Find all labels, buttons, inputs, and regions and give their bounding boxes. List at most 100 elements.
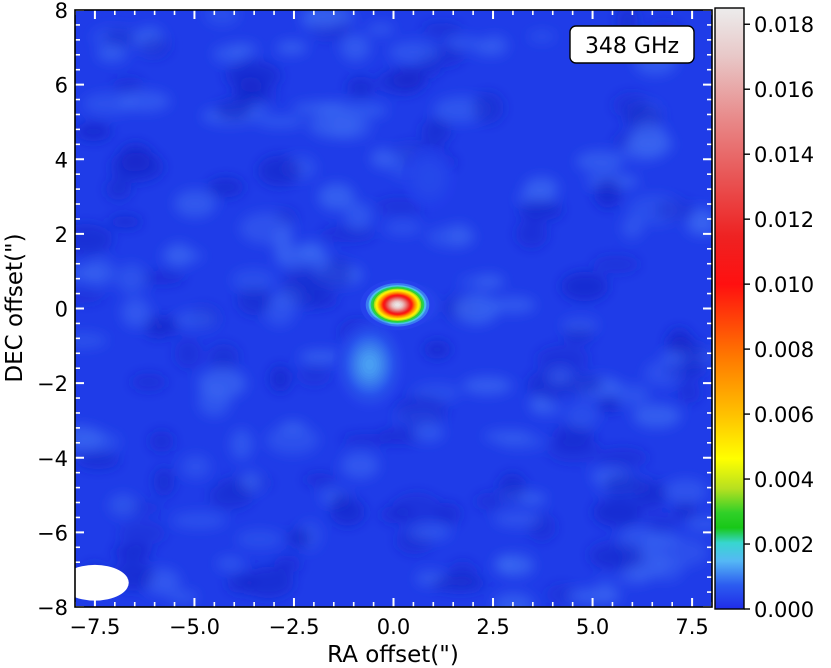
noise-blob <box>330 498 366 526</box>
noise-blob <box>615 384 651 407</box>
source-level <box>332 316 408 413</box>
noise-blob <box>236 529 283 549</box>
noise-blob <box>388 41 440 63</box>
intensity-map <box>75 10 712 607</box>
noise-blob <box>340 433 392 446</box>
noise-blob <box>318 183 355 211</box>
noise-blob <box>300 10 348 27</box>
noise-blob <box>174 338 203 370</box>
noise-blob <box>482 35 508 56</box>
noise-blob <box>171 512 227 529</box>
noise-blob <box>664 478 708 504</box>
noise-blob <box>654 199 697 221</box>
source-level <box>334 319 406 410</box>
y-tick-label: 4 <box>55 148 68 172</box>
noise-blob <box>684 214 712 237</box>
source-level <box>410 155 448 201</box>
noise-blob <box>75 224 113 255</box>
noise-blob <box>181 454 211 479</box>
noise-blob <box>96 45 128 63</box>
noise-blob <box>168 590 199 604</box>
noise-blob <box>76 451 121 470</box>
noise-blob <box>560 271 609 302</box>
noise-blob <box>346 76 375 98</box>
noise-blob <box>113 544 153 560</box>
noise-blob <box>565 402 598 430</box>
source-level <box>358 350 381 379</box>
noise-blob <box>592 497 643 527</box>
source-level <box>420 166 439 190</box>
colorbar: 0.000 0.002 0.004 0.006 0.008 0.010 0.012 0.014… <box>714 7 814 622</box>
source-level <box>424 171 435 185</box>
noise-blob <box>396 394 448 426</box>
noise-blob <box>103 27 136 48</box>
source-level <box>400 143 458 213</box>
y-tick-labels: −8 −6 −4 −2 0 2 4 6 8 <box>37 0 68 620</box>
noise-blob <box>375 197 425 215</box>
y-tick-label: −8 <box>37 596 68 620</box>
noise-blob <box>391 492 442 524</box>
source-level <box>395 303 400 307</box>
noise-blob <box>547 367 573 386</box>
noise-blob <box>363 353 385 369</box>
x-tick-labels: −7.5 −5.0 −2.5 0.0 2.5 5.0 7.5 <box>69 615 708 639</box>
source-level <box>355 345 385 384</box>
noise-blob <box>297 365 331 387</box>
noise-blob <box>384 220 422 236</box>
noise-blob <box>153 467 175 497</box>
noise-blob <box>483 429 533 444</box>
noise-blob <box>612 92 650 118</box>
noise-blob <box>339 318 376 347</box>
colorbar-tick-label: 0.016 <box>754 78 814 102</box>
noise-blob <box>139 271 186 285</box>
noise-blob <box>408 524 452 540</box>
noise-blob <box>265 425 320 455</box>
colorbar-tick-label: 0.004 <box>754 468 814 492</box>
noise-blob <box>673 500 698 520</box>
noise-blob <box>212 44 246 64</box>
source-level <box>365 359 374 370</box>
y-tick-label: −2 <box>37 372 68 396</box>
frequency-label-text: 348 GHz <box>585 34 679 59</box>
source-level <box>347 335 393 394</box>
noise-blob <box>681 341 707 365</box>
noise-blob <box>680 359 703 379</box>
source-level <box>348 337 391 392</box>
noise-blob <box>269 365 292 393</box>
noise-blob <box>377 69 426 95</box>
noise-blob <box>216 556 245 571</box>
source-level <box>353 344 386 385</box>
colorbar-tick-label: 0.006 <box>754 403 814 427</box>
noise-blob <box>112 77 144 93</box>
noise-blob <box>108 494 138 517</box>
noise-blob <box>276 40 308 55</box>
noise-blob <box>316 101 355 114</box>
colorbar-tick-label: 0.010 <box>754 273 814 297</box>
noise-blob <box>119 90 171 112</box>
noise-blob <box>603 474 645 496</box>
noise-blob <box>677 381 701 404</box>
noise-blob <box>686 516 712 532</box>
noise-blob <box>303 472 336 487</box>
noise-blob <box>530 401 563 416</box>
y-tick-label: −6 <box>37 521 68 545</box>
map-frame <box>74 9 713 608</box>
noise-blob <box>632 404 682 428</box>
source-level <box>409 153 450 203</box>
noise-blob <box>130 373 167 392</box>
noise-blob <box>344 201 373 231</box>
noise-blob <box>654 537 709 567</box>
y-tick-label: 8 <box>55 0 68 23</box>
noise-blob <box>492 296 536 314</box>
noise-blob <box>204 10 240 26</box>
noise-blob <box>272 229 294 260</box>
noise-blob <box>597 447 649 469</box>
noise-blob <box>207 177 244 198</box>
source-level <box>343 330 397 399</box>
x-tick-label: −2.5 <box>268 615 319 639</box>
noise-blob <box>546 584 578 605</box>
noise-blob <box>108 215 142 228</box>
noise-blob <box>215 99 252 121</box>
source-level <box>335 321 404 408</box>
noise-blob <box>346 103 389 118</box>
